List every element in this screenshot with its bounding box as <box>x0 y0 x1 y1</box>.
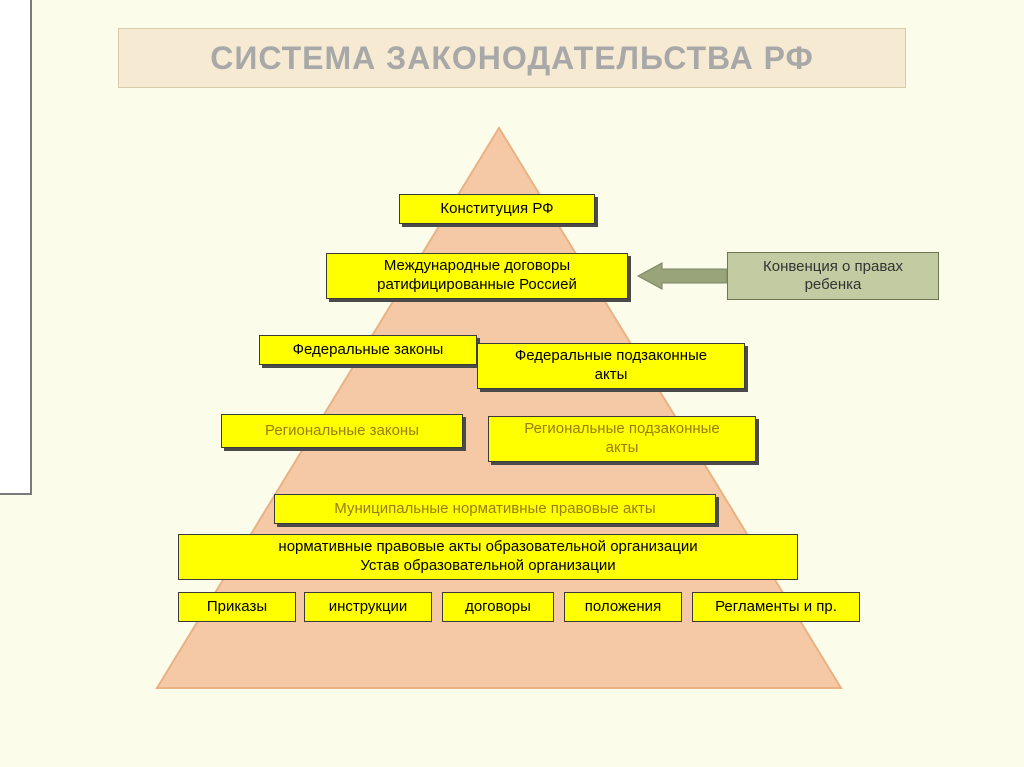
title-band: СИСТЕМА ЗАКОНОДАТЕЛЬСТВА РФ <box>118 28 906 88</box>
box-label: договоры <box>465 598 531 617</box>
box-label: Международные договоры ратифицированные … <box>377 257 577 295</box>
callout-label: Конвенция о правах ребенка <box>763 258 903 294</box>
box-intl-treaties: Международные договоры ратифицированные … <box>326 253 628 299</box>
box-label: Приказы <box>207 598 267 617</box>
box-federal-laws: Федеральные законы <box>259 335 477 365</box>
box-label: Федеральные подзаконные акты <box>515 347 707 385</box>
page-title: СИСТЕМА ЗАКОНОДАТЕЛЬСТВА РФ <box>210 40 814 77</box>
box-positions: положения <box>564 592 682 622</box>
box-edu-org-acts: нормативные правовые акты образовательно… <box>178 534 798 580</box>
box-label: Региональные законы <box>265 422 419 441</box>
box-instructions: инструкции <box>304 592 432 622</box>
left-margin-rail <box>0 0 32 495</box>
box-label: инструкции <box>329 598 408 617</box>
box-contracts: договоры <box>442 592 554 622</box>
box-label: положения <box>585 598 661 617</box>
box-label: Муниципальные нормативные правовые акты <box>334 500 655 519</box>
callout-convention: Конвенция о правах ребенка <box>727 252 939 300</box>
box-reglaments: Регламенты и пр. <box>692 592 860 622</box>
box-federal-subacts: Федеральные подзаконные акты <box>477 343 745 389</box>
box-orders: Приказы <box>178 592 296 622</box>
box-label: Региональные подзаконные акты <box>524 420 720 458</box>
box-label: Регламенты и пр. <box>715 598 837 617</box>
box-municipal-acts: Муниципальные нормативные правовые акты <box>274 494 716 524</box>
box-constitution: Конституция РФ <box>399 194 595 224</box>
box-label: Конституция РФ <box>440 200 553 219</box>
box-label: нормативные правовые акты образовательно… <box>278 538 697 576</box>
box-label: Федеральные законы <box>293 341 444 360</box>
box-regional-laws: Региональные законы <box>221 414 463 448</box>
box-regional-subacts: Региональные подзаконные акты <box>488 416 756 462</box>
